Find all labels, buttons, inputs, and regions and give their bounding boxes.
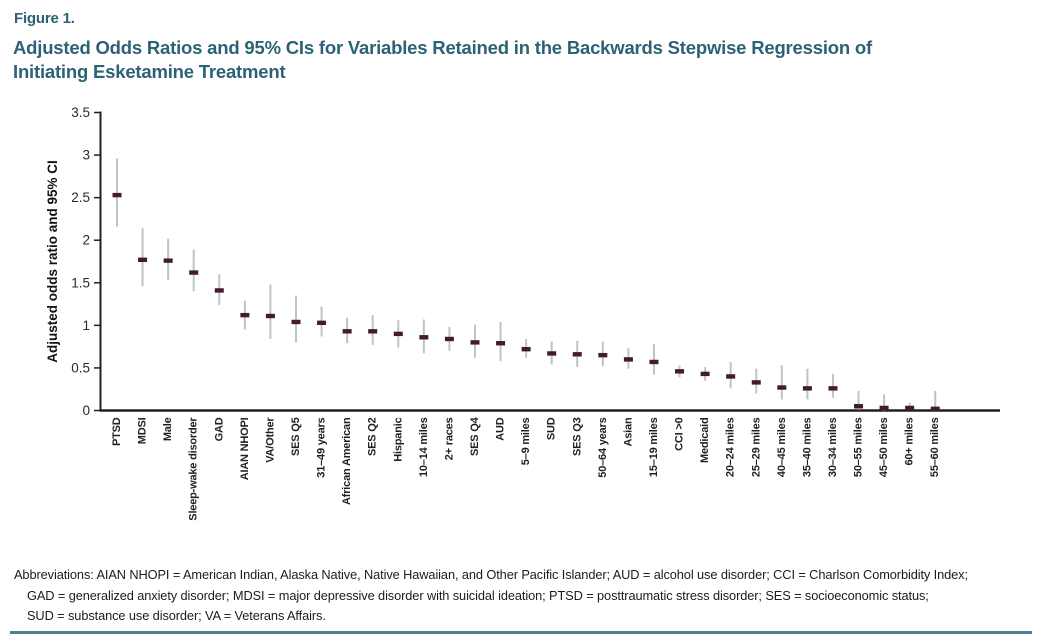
figure-title-line-2: Initiating Esketamine Treatment (13, 61, 286, 83)
chart-svg: 0 0.5 1 1.5 2 2.5 3 3.5 Adjusted odds ratio and … (45, 105, 1000, 521)
x-category-label: African American (341, 417, 353, 505)
y-axis-tick-label: 3 (82, 148, 90, 163)
or-marker (726, 374, 736, 379)
x-category-label: 30–34 miles (827, 417, 839, 477)
x-category-label: 40–45 miles (776, 417, 788, 477)
x-category-label: AUD (495, 417, 507, 440)
x-category-label: SES Q5 (290, 417, 302, 456)
or-marker (291, 319, 301, 325)
x-category-label: GAD (213, 417, 225, 441)
x-category-label: 60+ miles (904, 417, 916, 465)
x-category-label: 10–14 miles (418, 417, 430, 477)
x-category-label: 5–9 miles (520, 417, 532, 465)
x-category-label: 2+ races (443, 417, 455, 460)
chart-area: 0 0.5 1 1.5 2 2.5 3 3.5 Adjusted odds ratio and … (0, 100, 1042, 562)
x-category-label: 35–40 miles (801, 417, 813, 477)
x-category-label: 25–29 miles (750, 417, 762, 477)
x-category-label: SES Q2 (367, 417, 379, 456)
or-marker (521, 346, 531, 352)
or-marker (163, 258, 173, 263)
or-marker (444, 336, 454, 342)
or-marker (930, 406, 940, 411)
x-category-label: 55–60 miles (929, 417, 941, 477)
or-marker (905, 405, 915, 411)
x-category-label: SUD (546, 417, 558, 440)
x-category-label: AIAN NHOPI (239, 417, 251, 480)
x-category-label: 45–50 miles (878, 417, 890, 477)
figure-title-line-1: Adjusted Odds Ratios and 95% CIs for Var… (13, 37, 872, 58)
figure-label: Figure 1. (14, 10, 75, 27)
or-marker (265, 313, 275, 319)
x-category-label: SES Q3 (571, 417, 583, 456)
or-marker (751, 380, 761, 385)
y-axis-tick-label: 1.5 (71, 275, 90, 290)
x-category-label: PTSD (111, 417, 123, 446)
or-marker (623, 357, 633, 362)
or-marker (214, 288, 224, 293)
x-category-label: 31–49 years (316, 417, 328, 477)
x-category-label: Sleep-wake disorder (188, 417, 200, 521)
or-marker (777, 385, 787, 390)
or-marker (112, 192, 122, 198)
or-marker (649, 359, 659, 365)
x-category-label: CCI >0 (674, 417, 686, 450)
or-marker (342, 329, 352, 334)
or-marker (368, 329, 378, 334)
x-category-label: Hispanic (392, 417, 404, 461)
or-marker (496, 341, 506, 346)
or-marker (189, 270, 199, 275)
or-marker (547, 351, 557, 356)
x-category-label: 50–64 years (597, 417, 609, 477)
or-marker (802, 386, 812, 391)
y-axis-tick-label: 0.5 (71, 360, 90, 375)
x-category-label: 15–19 miles (648, 417, 660, 477)
or-marker (419, 335, 429, 340)
abbreviations-line-2: GAD = generalized anxiety disorder; MDSI… (27, 587, 929, 603)
x-category-label: VA/Other (264, 417, 276, 463)
bottom-divider-rule (10, 631, 1032, 634)
or-marker (700, 371, 710, 377)
or-marker (598, 352, 608, 358)
y-axis-tick-label: 2.5 (71, 190, 90, 205)
y-axis-tick-label: 1 (82, 318, 90, 333)
abbreviations-note: Abbreviations: AIAN NHOPI = American Ind… (14, 565, 1032, 627)
figure-title: Adjusted Odds Ratios and 95% CIs for Var… (13, 36, 1033, 84)
y-axis-tick-label: 0 (82, 403, 90, 418)
or-marker (317, 320, 327, 326)
x-category-label: MDSI (137, 417, 149, 444)
or-marker (675, 369, 685, 374)
x-category-label: Medicaid (699, 418, 711, 463)
x-category-label: SES Q4 (469, 416, 481, 456)
or-marker (828, 386, 838, 391)
or-marker (572, 352, 582, 357)
x-category-label: 20–24 miles (725, 417, 737, 477)
y-axis-tick-label: 2 (82, 233, 90, 248)
x-category-label: Male (162, 417, 174, 441)
y-axis-title: Adjusted odds ratio and 95% CI (45, 160, 60, 363)
x-category-label: Asian (622, 417, 634, 446)
abbreviations-line-3: SUD = substance use disorder; VA = Veter… (27, 608, 326, 624)
or-marker (138, 257, 148, 262)
or-marker (240, 312, 250, 318)
or-marker (879, 405, 889, 411)
or-marker (854, 404, 864, 409)
or-marker (393, 331, 403, 337)
y-axis-tick-label: 3.5 (71, 105, 90, 120)
abbreviations-line-1: Abbreviations: AIAN NHOPI = American Ind… (14, 567, 968, 582)
x-category-label: 50–55 miles (853, 417, 865, 477)
or-marker (470, 340, 480, 345)
